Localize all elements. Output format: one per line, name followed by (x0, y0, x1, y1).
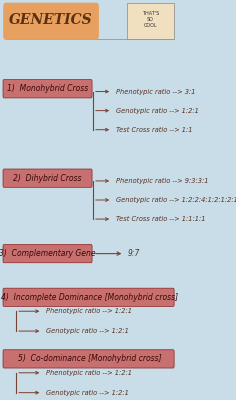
Text: 3)  Complementary Gene: 3) Complementary Gene (0, 249, 96, 258)
FancyBboxPatch shape (3, 80, 92, 98)
Text: Genotypic ratio --> 1:2:1: Genotypic ratio --> 1:2:1 (116, 108, 198, 114)
FancyBboxPatch shape (3, 350, 174, 368)
Text: Test Cross ratio --> 1:1:1:1: Test Cross ratio --> 1:1:1:1 (116, 216, 205, 222)
Text: THAT'S
SO
COOL: THAT'S SO COOL (142, 11, 159, 28)
FancyBboxPatch shape (3, 169, 92, 187)
Text: Genotypic ratio --> 1:2:1: Genotypic ratio --> 1:2:1 (46, 390, 129, 396)
Text: Test Cross ratio --> 1:1: Test Cross ratio --> 1:1 (116, 127, 192, 133)
Text: Genotypic ratio --> 1:2:1: Genotypic ratio --> 1:2:1 (46, 328, 129, 334)
Text: 4)  Incomplete Dominance [Monohybrid cross]: 4) Incomplete Dominance [Monohybrid cros… (1, 293, 178, 302)
Text: 9:7: 9:7 (128, 249, 140, 258)
FancyBboxPatch shape (3, 288, 174, 306)
Text: Phenotypic ratio --> 9:3:3:1: Phenotypic ratio --> 9:3:3:1 (116, 178, 208, 184)
Text: 2)  Dihybrid Cross: 2) Dihybrid Cross (13, 174, 82, 183)
Text: Phenotypic ratio --> 1:2:1: Phenotypic ratio --> 1:2:1 (46, 308, 132, 314)
FancyBboxPatch shape (127, 2, 174, 39)
Text: Phenotypic ratio --> 1:2:1: Phenotypic ratio --> 1:2:1 (46, 370, 132, 376)
Text: Phenotypic ratio --> 3:1: Phenotypic ratio --> 3:1 (116, 88, 195, 95)
Text: 5)  Co-dominance [Monohybrid cross]: 5) Co-dominance [Monohybrid cross] (18, 354, 161, 363)
FancyBboxPatch shape (3, 244, 92, 263)
FancyBboxPatch shape (4, 3, 98, 39)
Text: 1)  Monohybrid Cross: 1) Monohybrid Cross (7, 84, 88, 93)
Text: GENETICS: GENETICS (9, 14, 93, 28)
Text: Genotypic ratio --> 1:2:2:4:1:2:1:2:1: Genotypic ratio --> 1:2:2:4:1:2:1:2:1 (116, 197, 236, 203)
